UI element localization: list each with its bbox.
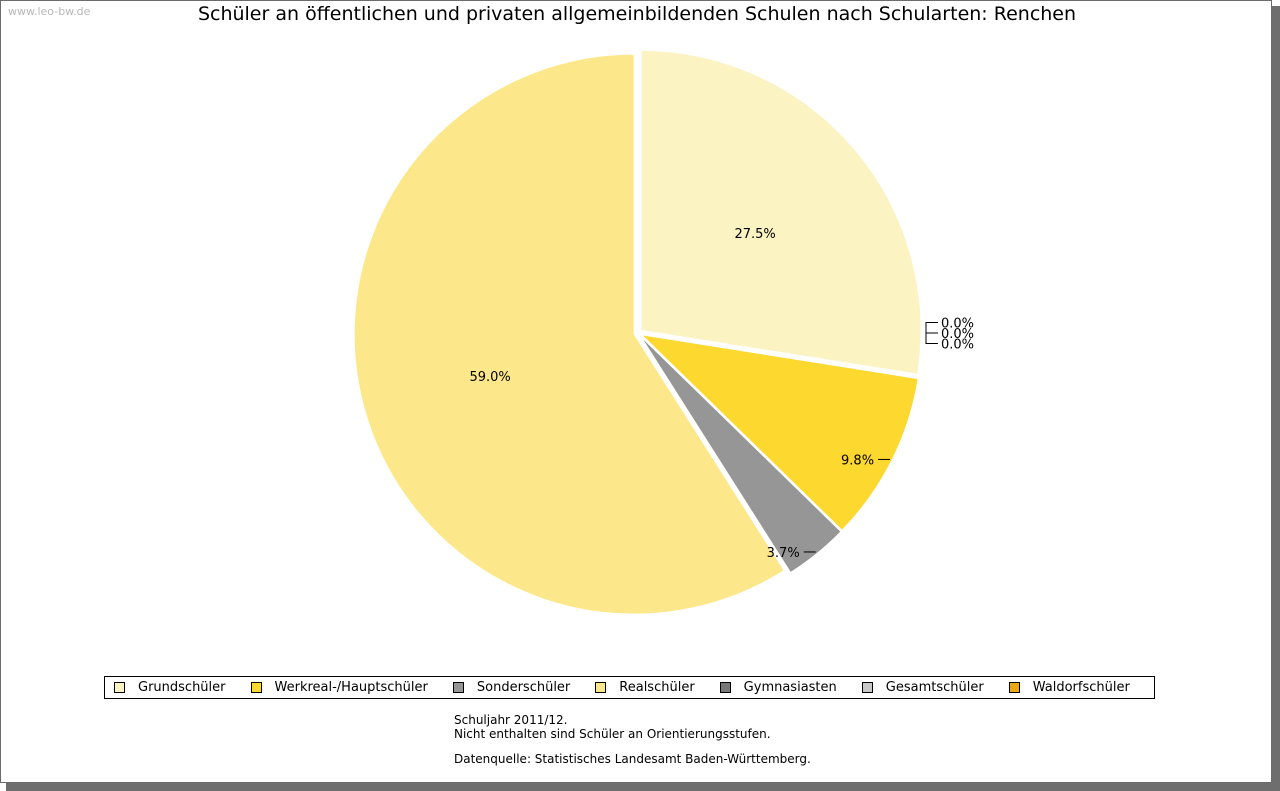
- legend-label: Gesamtschüler: [885, 680, 984, 695]
- legend-swatch: [114, 682, 125, 693]
- slice-label-gymnasiasten: 0.0%: [941, 317, 974, 332]
- legend-item-gymnasiasten: Gymnasiasten: [719, 680, 837, 695]
- legend-item-grundsch-ler: Grundschüler: [114, 680, 226, 695]
- legend-label: Sonderschüler: [476, 680, 571, 695]
- leader-line-waldorfsch-ler: [925, 333, 938, 344]
- frame-shadow-right: [1272, 6, 1280, 791]
- slice-label-sondersch-ler: 3.7%: [767, 546, 800, 561]
- frame-shadow-bottom: [6, 783, 1280, 791]
- legend-swatch: [719, 682, 731, 693]
- slice-label-grundsch-ler: 27.5%: [734, 227, 775, 242]
- legend-item-realsch-ler: Realschüler: [595, 680, 695, 695]
- watermark: www.leo-bw.de: [8, 5, 91, 18]
- legend-swatch: [861, 682, 873, 693]
- legend-swatch: [250, 682, 262, 693]
- legend-swatch: [595, 682, 607, 693]
- legend-item-sondersch-ler: Sonderschüler: [452, 680, 571, 695]
- slice-label-waldorfsch-ler: 0.0%: [941, 338, 974, 353]
- legend: Grundschüler Werkreal-/Hauptschüler Sonder…: [104, 676, 1155, 699]
- legend-label: Waldorfschüler: [1032, 680, 1130, 695]
- legend-label: Gymnasiasten: [743, 680, 837, 695]
- pie-slice-sondersch-ler: [640, 335, 842, 574]
- slice-label-werkreal-hauptsch-ler: 9.8%: [841, 453, 874, 468]
- leader-line-gymnasiasten: [925, 322, 938, 333]
- data-source: Datenquelle: Statistisches Landesamt Bad…: [454, 752, 811, 766]
- slice-label-gesamtsch-ler: 0.0%: [941, 327, 974, 342]
- note-school-year: Schuljahr 2011/12.: [454, 713, 568, 727]
- legend-swatch: [1008, 682, 1020, 693]
- pie-slice-realsch-ler: [353, 53, 785, 615]
- slice-label-realsch-ler: 59.0%: [469, 370, 510, 385]
- chart-title: Schüler an öffentlichen und privaten all…: [197, 3, 1077, 25]
- legend-label: Grundschüler: [138, 680, 226, 695]
- legend-swatch: [452, 682, 464, 693]
- legend-label: Realschüler: [619, 680, 695, 695]
- note-exclusion: Nicht enthalten sind Schüler an Orientie…: [454, 727, 771, 741]
- pie-slice-werkreal-hauptsch-ler: [640, 334, 919, 531]
- chart-notes: Schuljahr 2011/12. Nicht enthalten sind …: [454, 713, 771, 741]
- legend-label: Werkreal-/Hauptschüler: [274, 680, 428, 695]
- pie-slice-grundsch-ler: [640, 49, 922, 375]
- pie-slices: [353, 49, 922, 615]
- legend-item-gesamtsch-ler: Gesamtschüler: [861, 680, 984, 695]
- legend-item-werkreal-hauptsch-ler: Werkreal-/Hauptschüler: [250, 680, 428, 695]
- pie-chart: 27.5%9.8%3.7%59.0%0.0%0.0%0.0%: [353, 49, 974, 615]
- pie-labels: 27.5%9.8%3.7%59.0%0.0%0.0%0.0%: [469, 227, 974, 561]
- legend-item-waldorfsch-ler: Waldorfschüler: [1008, 680, 1130, 695]
